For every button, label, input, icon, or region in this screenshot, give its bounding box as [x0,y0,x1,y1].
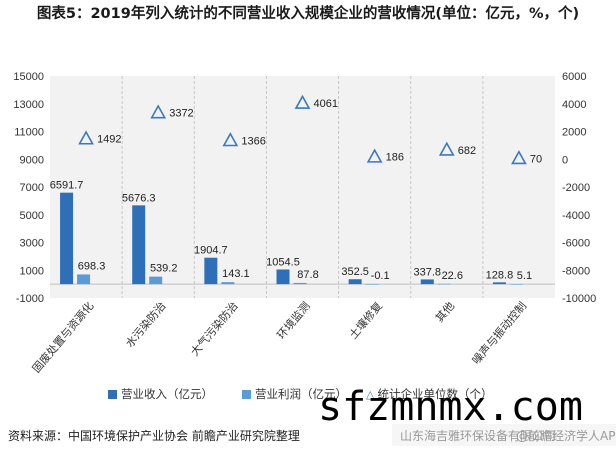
y-right-tick-label: -8000 [562,265,590,277]
category-label: 其他 [433,300,457,325]
bar-revenue [420,279,434,285]
watermark-ribbon-right: @前瞻经济学人APP [516,429,616,443]
triangle-marker-units [438,141,455,156]
data-label-revenue: 6591.7 [50,180,84,192]
legend-swatch-revenue [108,390,117,399]
legend-item-profit: 营业利润（亿元） [242,386,347,402]
y-left-tick-label: 11000 [14,127,44,139]
y-left-tick-label: -1000 [16,293,44,305]
bar-profit [77,274,91,285]
bar-profit [149,276,163,285]
chart-title-area: 图表5：2019年列入统计的不同营业收入规模企业的营收情况(单位：亿元，%，个) [0,0,616,52]
bar-revenue [492,282,506,285]
data-label-revenue: 352.5 [341,266,369,278]
y-right-tick-label: 0 [562,154,568,166]
data-label-profit: 539.2 [150,263,178,275]
triangle-marker-units [366,148,383,163]
data-label-profit: 22.6 [442,270,463,282]
y-left-tick-label: 9000 [20,154,44,166]
y-right-tick-label: -2000 [562,182,590,194]
y-left-tick-label: 3000 [20,238,44,250]
legend-label-revenue: 营业收入（亿元） [121,387,213,401]
legend-label-units: 统计企业单位数（个） [377,387,493,401]
triangle-icon: △ [366,388,375,401]
data-label-units: 186 [386,152,404,164]
plot-area [50,76,555,298]
bar-revenue [60,192,74,285]
bar-profit [293,282,307,285]
bar-profit [221,282,235,285]
y-left-tick-label: 5000 [20,210,44,222]
y-right-tick-label: -10000 [562,293,596,305]
data-label-profit: -0.1 [371,270,390,282]
bar-revenue [132,205,146,285]
y-right-tick-label: 4000 [562,99,586,111]
category-label: 水污染防治 [122,299,168,350]
category-label: 土壤修复 [346,299,385,342]
legend-label-profit: 营业利润（亿元） [255,387,347,401]
data-label-units: 4061 [314,98,338,110]
data-label-revenue: 5676.3 [122,192,156,204]
data-label-units: 3372 [169,107,193,119]
bar-revenue [276,269,290,285]
y-left-tick-label: 1000 [20,265,44,277]
source-note: 资料来源：中国环境保护产业协会 前瞻产业研究院整理 [8,429,300,443]
data-label-profit: 698.3 [78,260,106,272]
bar-profit [365,284,379,285]
chart-legend: 营业收入（亿元） 营业利润（亿元） △ 统计企业单位数（个） [0,386,616,404]
bar-profit [437,283,451,285]
data-label-units: 1492 [97,134,121,146]
data-label-revenue: 1904.7 [194,245,228,257]
triangle-marker-units [511,150,527,165]
triangle-marker-units [222,132,239,147]
y-left-tick-label: 7000 [20,182,44,194]
y-right-tick-label: -4000 [562,210,590,222]
y-right-tick-label: 6000 [562,71,586,83]
category-label: 环境监测 [274,299,313,342]
bar-profit [509,284,523,285]
triangle-marker-units [78,130,94,145]
watermark-ribbon: 山东海吉雅环保设备有限公司 @前瞻经济学人APP [392,424,616,446]
category-label: 大气污染防治 [188,299,241,359]
watermark-text: sfzmnmx.com [318,384,583,430]
category-label: 噪声与振动控制 [469,299,529,367]
triangle-marker-units [150,104,167,119]
y-right-tick-label: -6000 [562,238,590,250]
bar-revenue [204,257,218,285]
data-label-units: 1366 [241,135,265,147]
watermark-ribbon-left: 山东海吉雅环保设备有限公司 [400,429,557,443]
data-label-revenue: 128.8 [486,269,514,281]
category-label: 固废处置与资源化 [29,299,96,375]
chart-title: 图表5：2019年列入统计的不同营业收入规模企业的营收情况(单位：亿元，%，个) [36,6,580,22]
triangle-marker-units [294,94,311,109]
y-left-tick-label: 13000 [13,99,44,111]
y-right-tick-label: 2000 [562,127,586,139]
data-label-revenue: 337.8 [414,266,442,278]
legend-item-revenue: 营业收入（亿元） [108,386,213,402]
data-label-profit: 143.1 [222,268,250,280]
data-label-units: 70 [530,153,542,165]
data-label-revenue: 1054.5 [266,256,300,268]
bar-revenue [348,279,362,285]
legend-swatch-profit [242,390,251,399]
data-label-units: 682 [458,145,476,157]
legend-item-units: △ 统计企业单位数（个） [366,386,492,402]
data-label-profit: 5.1 [517,270,532,282]
y-left-tick-label: 15000 [13,71,44,83]
data-label-profit: 87.8 [297,269,318,281]
